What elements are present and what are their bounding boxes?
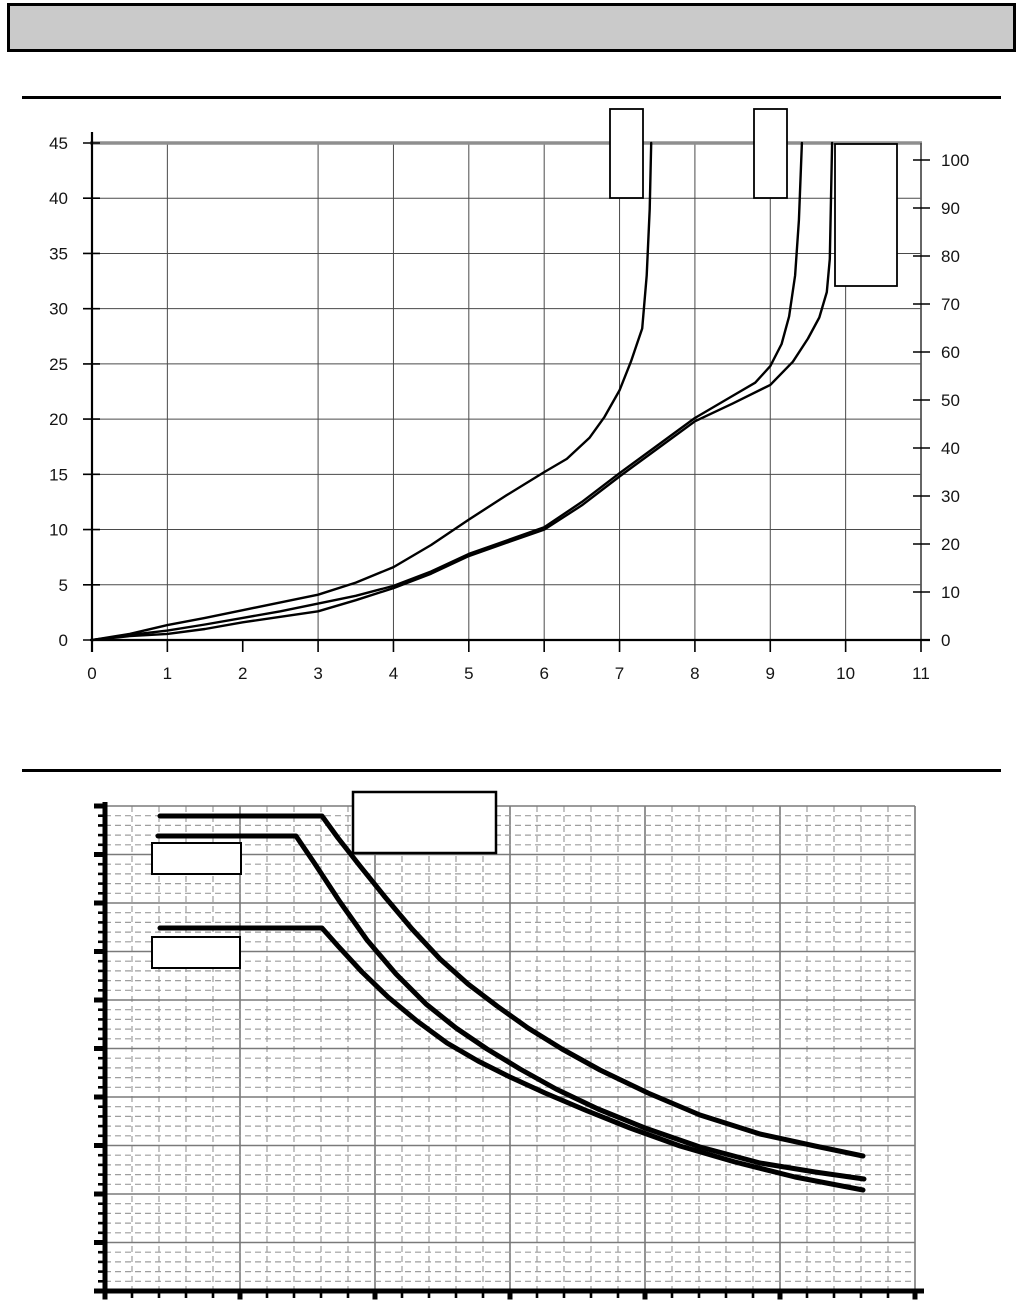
chart2-callout-box-3 [151,936,241,969]
right-axis-tick-label: 90 [941,199,960,218]
x-axis-tick-label: 10 [836,664,855,683]
chart1-curve-2 [90,141,804,642]
x-axis-tick-label: 4 [389,664,398,683]
x-axis-tick-label: 9 [766,664,775,683]
x-axis-tick-label: 3 [313,664,322,683]
chart2-ticks [94,803,918,1300]
left-axis-tick-label: 25 [49,355,68,374]
right-axis-tick-label: 80 [941,247,960,266]
chart2-upper-curve [157,813,866,1159]
right-axis-tick-label: 20 [941,535,960,554]
chart2-middle-curve [155,833,867,1182]
derating-curve-chart [94,790,924,1300]
chart1-curve-3 [90,141,834,642]
left-axis-tick-label: 30 [49,300,68,319]
left-axis-tick-label: 5 [59,576,68,595]
left-axis-tick-label: 45 [49,134,68,153]
chart1-callout-box-3 [834,143,898,287]
left-axis-tick-label: 15 [49,465,68,484]
right-axis-tick-label: 50 [941,391,960,410]
x-axis-tick-label: 1 [163,664,172,683]
x-axis-tick-label: 0 [87,664,96,683]
right-axis-tick-label: 70 [941,295,960,314]
x-axis-tick-label: 7 [615,664,624,683]
x-axis-tick-label: 6 [539,664,548,683]
x-axis-tick-label: 11 [912,664,930,683]
chart2-callout-box-2 [151,842,242,875]
x-axis-tick-label: 8 [690,664,699,683]
chart2-lower-curve [157,925,866,1193]
chart1-curve-1 [90,141,653,642]
right-axis-tick-label: 10 [941,583,960,602]
header-bar [7,3,1016,52]
divider-rule-bottom [22,769,1001,772]
x-axis-tick-label: 2 [238,664,247,683]
chart1-callout-box-1 [609,108,644,199]
chart1-ticks [83,142,930,652]
left-axis-tick-label: 40 [49,189,68,208]
right-axis-tick-label: 0 [941,631,950,650]
right-axis-tick-label: 60 [941,343,960,362]
chart2-gridlines [105,805,916,1292]
left-axis-tick-label: 0 [59,631,68,650]
divider-rule-top [22,96,1001,99]
left-axis-tick-label: 35 [49,244,68,263]
chart2-callout-box-1 [351,790,498,855]
chart1-callout-box-2 [753,108,788,199]
left-axis-tick-label: 10 [49,521,68,540]
right-axis-tick-label: 40 [941,439,960,458]
left-axis-tick-label: 20 [49,410,68,429]
x-axis-tick-label: 5 [464,664,473,683]
chart1-gridlines [92,143,921,640]
right-axis-tick-label: 100 [941,151,969,170]
right-axis-tick-label: 30 [941,487,960,506]
